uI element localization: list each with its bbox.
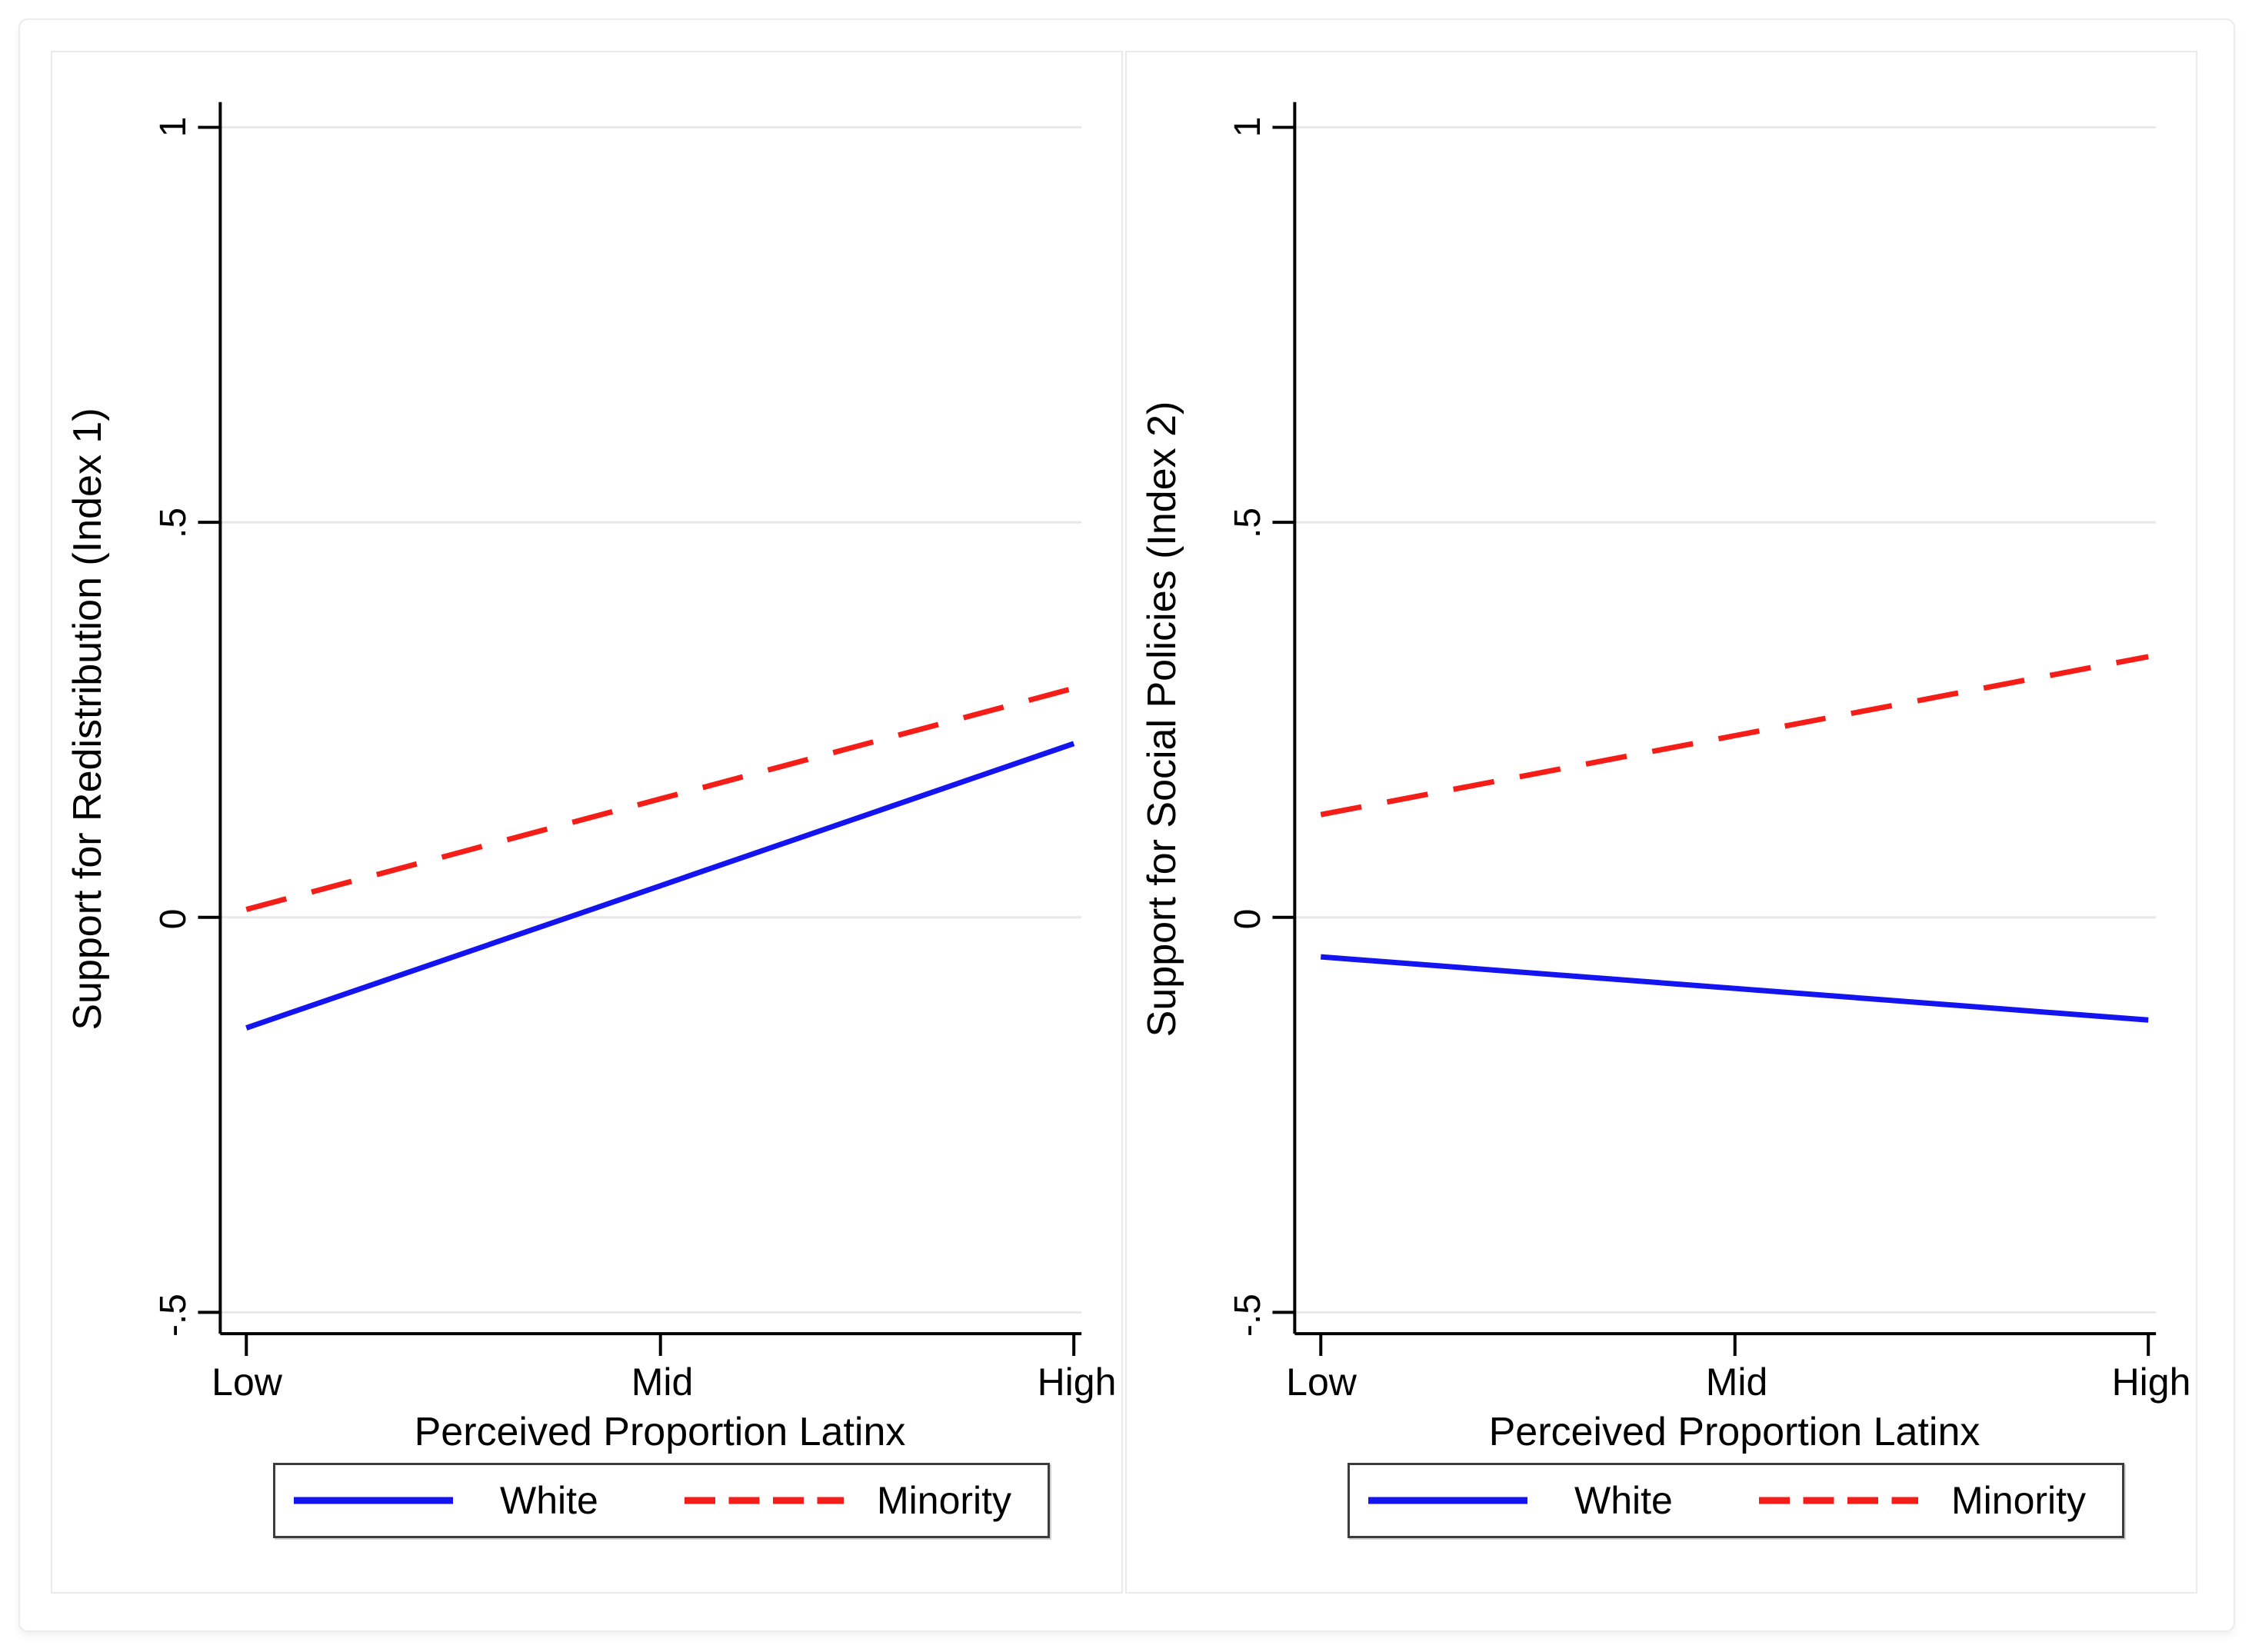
y-tick-label: 1 [1228, 116, 1268, 138]
x-axis-title: Perceived Proportion Latinx [1488, 1410, 1980, 1454]
series-line-white [1321, 954, 2149, 1023]
legend-line-minority-icon [685, 1497, 844, 1504]
legend-label-white: White [500, 1479, 598, 1522]
y-tick-label: -.5 [153, 1294, 194, 1337]
x-tick-label-low: Low [212, 1361, 282, 1404]
legend-label-minority: Minority [1951, 1479, 2087, 1522]
x-tick-label-low: Low [1286, 1361, 1357, 1404]
x-tick-label-mid: Mid [1705, 1361, 1768, 1404]
legend-line-white-icon [1368, 1497, 1527, 1504]
y-tick-label: .5 [1228, 508, 1268, 539]
y-tick-label: -.5 [1228, 1294, 1268, 1337]
x-tick-label-high: High [1037, 1361, 1117, 1404]
plot-area-social-policies [1272, 102, 2157, 1357]
series-line-minority [245, 685, 1075, 912]
x-axis-title: Perceived Proportion Latinx [414, 1410, 906, 1454]
plot-area-redistribution [198, 102, 1082, 1357]
series-line-minority [1320, 654, 2149, 818]
y-axis-title: Support for Social Policies (Index 2) [1140, 401, 1184, 1037]
chart-panel-redistribution: Support for Redistribution (Index 1) 1 .… [51, 51, 1123, 1594]
chart-panel-social-policies: Support for Social Policies (Index 2) 1 … [1125, 51, 2197, 1594]
y-tick-label: 0 [153, 908, 194, 930]
y-tick-label: 0 [1228, 908, 1268, 930]
legend-label-white: White [1574, 1479, 1673, 1522]
y-tick-label: 1 [153, 116, 194, 138]
y-tick-label: .5 [153, 508, 194, 539]
legend-line-minority-icon [1759, 1497, 1918, 1504]
legend: White Minority [1348, 1463, 2124, 1538]
series-line-white [245, 741, 1075, 1031]
x-tick-label-high: High [2111, 1361, 2191, 1404]
legend-label-minority: Minority [877, 1479, 1012, 1522]
y-axis-title: Support for Redistribution (Index 1) [65, 408, 110, 1031]
x-tick-label-mid: Mid [631, 1361, 694, 1404]
legend-line-white-icon [294, 1497, 453, 1504]
legend: White Minority [273, 1463, 1050, 1538]
